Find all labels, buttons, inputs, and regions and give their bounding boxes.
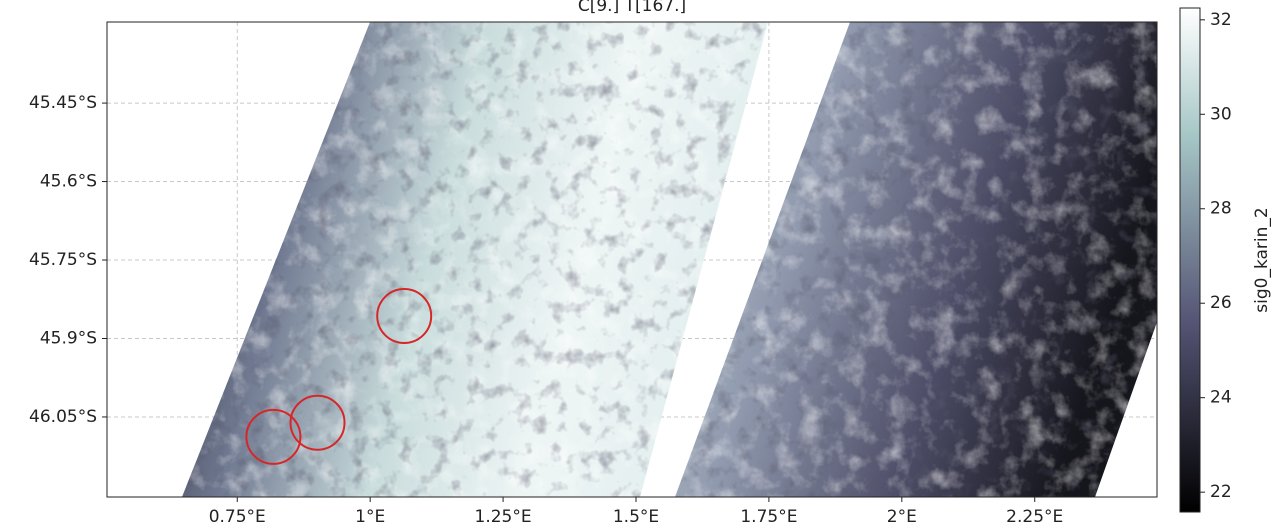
chart: C[9.] T[167.] sig0_karin_2 0.75°E 1°E 1.25… [0,0,1284,528]
x-tick-label: 1.5°E [613,507,659,527]
colorbar-tick-label: 28 [1210,199,1232,219]
y-tick-label: 46.05°S [29,407,97,427]
colorbar-label: sig0_karin_2 [1252,207,1272,312]
x-tick-label: 1°E [355,507,385,527]
x-tick-label: 1.25°E [475,507,532,527]
y-tick-label: 45.9°S [40,328,97,348]
colorbar-tick-label: 22 [1210,482,1232,502]
y-tick-label: 45.75°S [29,250,97,270]
x-tick-label: 2°E [887,507,917,527]
colorbar [1180,8,1200,512]
colorbar-tick-label: 32 [1210,10,1232,30]
x-tick-label: 1.75°E [740,507,797,527]
x-tick-label: 2.25°E [1006,507,1063,527]
y-tick-label: 45.6°S [40,172,97,192]
x-tick-label: 0.75°E [209,507,266,527]
y-tick-label: 45.45°S [29,93,97,113]
chart-title: C[9.] T[167.] [578,0,686,16]
colorbar-tick-label: 30 [1210,104,1232,124]
colorbar-tick-label: 24 [1210,388,1232,408]
colorbar-tick-label: 26 [1210,293,1232,313]
